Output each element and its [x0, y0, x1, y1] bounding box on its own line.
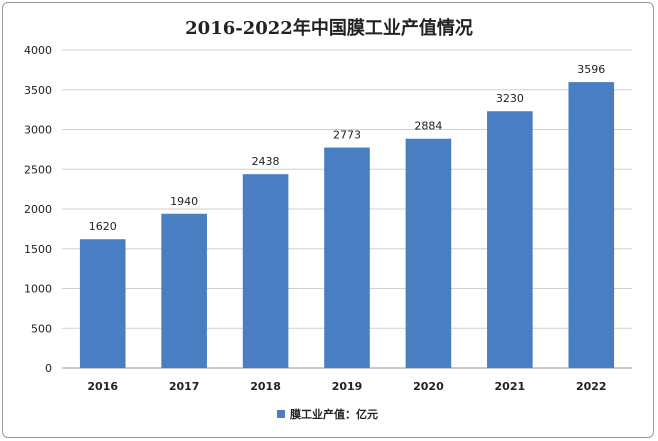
y-tick-label: 3000	[24, 124, 52, 137]
bar-2019	[324, 147, 370, 368]
bar-2020	[405, 138, 452, 368]
y-tick-label: 0	[45, 362, 52, 375]
y-tick-label: 2500	[24, 163, 52, 176]
bars: 1620 1940 2438 2773 2884 3230 3596	[79, 63, 615, 369]
data-label-2022: 3596	[577, 63, 605, 76]
x-axis-ticks: 2016 2017 2018 2019 2020 2021 2022	[87, 380, 606, 393]
chart-title: 2016-2022年中国膜工业产值情况	[185, 17, 473, 39]
x-tick-label: 2021	[495, 380, 526, 393]
y-tick-label: 3500	[24, 84, 52, 97]
bar-2022	[568, 82, 615, 369]
data-label-2021: 3230	[496, 92, 524, 105]
y-tick-label: 1500	[24, 243, 52, 256]
y-tick-label: 2000	[24, 203, 52, 216]
data-label-2017: 1940	[170, 195, 198, 208]
bar-2017	[161, 213, 207, 368]
y-axis-ticks: 0 500 1000 1500 2000 2500 3000 3500 4000	[24, 44, 52, 375]
legend: 膜工业产值：亿元	[277, 407, 378, 421]
x-tick-label: 2019	[332, 380, 363, 393]
bar-2016	[79, 239, 126, 368]
data-label-2016: 1620	[89, 220, 117, 233]
x-tick-label: 2022	[576, 380, 607, 393]
x-tick-label: 2020	[413, 380, 444, 393]
x-tick-label: 2018	[250, 380, 281, 393]
bar-2018	[242, 174, 289, 368]
legend-label: 膜工业产值：亿元	[290, 407, 378, 421]
x-tick-label: 2016	[87, 380, 118, 393]
legend-swatch	[277, 410, 285, 418]
data-label-2019: 2773	[333, 129, 361, 142]
y-tick-label: 1000	[24, 283, 52, 296]
data-label-2018: 2438	[252, 155, 280, 168]
bar-2021	[487, 111, 533, 368]
x-tick-label: 2017	[169, 380, 200, 393]
data-label-2020: 2884	[414, 120, 442, 133]
y-tick-label: 500	[31, 322, 52, 335]
y-tick-label: 4000	[24, 44, 52, 57]
